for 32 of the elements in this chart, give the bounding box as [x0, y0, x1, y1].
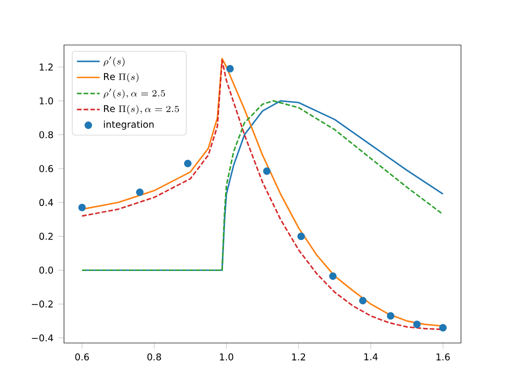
x-tick-label: 1.2: [292, 353, 306, 360]
point: [297, 232, 305, 240]
line-series: [81, 100, 444, 271]
x-tick-label: 0.6: [75, 353, 89, 360]
y-tick-label: 0.6: [39, 165, 54, 172]
point: [329, 272, 337, 280]
point: [136, 188, 144, 196]
y-tick-label: 0.4: [39, 198, 54, 206]
point: [359, 296, 367, 304]
legend-label: $\mathrm{integration}$: [104, 120, 154, 130]
y-tick-label: 1.2: [40, 64, 53, 70]
y-tick-label: −0.4: [32, 334, 54, 342]
x-tick-label: 1.4: [364, 353, 378, 360]
legend-label: $\mathrm{Re}\ \Pi(s)$: [104, 72, 138, 82]
y-tick-label: 1.0: [40, 97, 53, 104]
point: [78, 204, 86, 212]
legend-label: $\rho'(s), \alpha = 2.5$: [104, 88, 165, 99]
legend-label: $\mathrm{Re}\ \Pi(s), \alpha = 2.5$: [104, 105, 179, 114]
y-tick-label: 0.8: [39, 131, 53, 138]
x-tick-label: 0.8: [147, 353, 161, 360]
x-tick-label: 1.0: [220, 353, 234, 360]
point: [263, 167, 271, 175]
point: [226, 64, 234, 72]
point: [413, 320, 421, 328]
point: [184, 160, 192, 168]
y-tick-label: 0.0: [39, 266, 53, 274]
legend-label: $\rho'(s)$: [104, 56, 125, 67]
x-tick-label: 1.6: [436, 353, 450, 360]
y-tick-label: 0.2: [39, 232, 53, 240]
y-tick-label: −0.2: [32, 300, 53, 308]
point: [386, 312, 394, 320]
point: [439, 324, 447, 332]
